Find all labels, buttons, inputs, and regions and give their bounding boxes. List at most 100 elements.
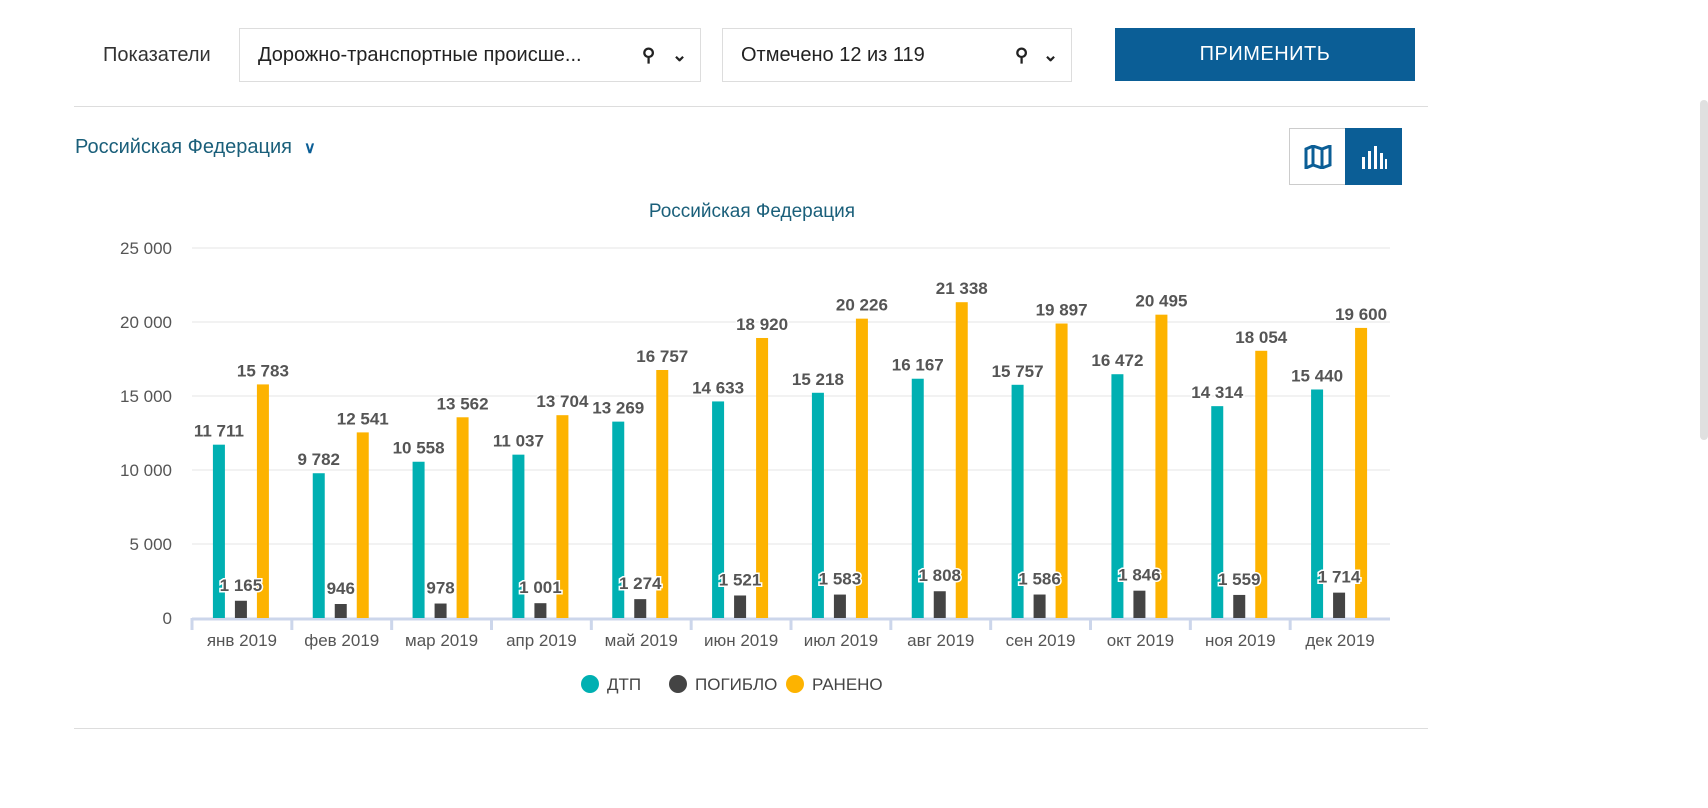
indicator-select[interactable]: Дорожно-транспортные происше... ⚲ ⌄ <box>239 28 701 82</box>
chart-title: Российская Федерация <box>649 201 855 222</box>
bar-РАНЕНО[interactable] <box>356 432 369 618</box>
data-label: 19 600 <box>1335 305 1387 324</box>
bar-ДТП[interactable] <box>412 461 425 618</box>
legend-item[interactable]: РАНЕНО <box>812 675 883 694</box>
data-label: 1 846 <box>1118 566 1161 585</box>
x-tick-label: июл 2019 <box>804 631 878 650</box>
data-label: 15 783 <box>237 361 289 380</box>
region-select[interactable]: Отмечено 12 из 119 ⚲ ⌄ <box>722 28 1072 82</box>
x-tick-label: сен 2019 <box>1006 631 1076 650</box>
data-label: 13 269 <box>592 399 644 418</box>
bar-ПОГИБЛО[interactable] <box>1033 594 1046 618</box>
bar-ДТП[interactable] <box>312 473 325 618</box>
data-label: 1 274 <box>619 574 662 593</box>
data-label: 978 <box>426 579 454 598</box>
data-label: 21 338 <box>936 279 988 298</box>
bar-РАНЕНО[interactable] <box>456 417 469 618</box>
x-tick-label: апр 2019 <box>506 631 577 650</box>
bar-РАНЕНО[interactable] <box>756 337 769 618</box>
data-label: 14 633 <box>692 378 744 397</box>
bar-РАНЕНО[interactable] <box>1055 323 1068 618</box>
data-label: 12 541 <box>337 409 389 428</box>
legend-marker <box>786 675 804 693</box>
bar-ПОГИБЛО[interactable] <box>534 603 547 618</box>
x-tick-label: окт 2019 <box>1107 631 1174 650</box>
legend-item[interactable]: ДТП <box>607 675 641 694</box>
x-tick-label: ноя 2019 <box>1205 631 1276 650</box>
search-icon[interactable]: ⚲ <box>642 44 656 65</box>
data-label: 13 562 <box>437 394 489 413</box>
data-label: 1 583 <box>819 570 862 589</box>
divider <box>74 106 1428 107</box>
x-tick-label: дек 2019 <box>1305 631 1374 650</box>
bar-ДТП[interactable] <box>1011 384 1024 618</box>
chevron-down-icon[interactable]: ⌄ <box>1043 44 1059 65</box>
y-tick-label: 0 <box>163 609 172 628</box>
data-label: 1 001 <box>519 578 562 597</box>
bar-ПОГИБЛО[interactable] <box>234 600 247 618</box>
bar-РАНЕНО[interactable] <box>656 369 669 618</box>
y-tick-label: 20 000 <box>120 313 172 332</box>
bar-ПОГИБЛО[interactable] <box>334 603 347 618</box>
data-label: 14 314 <box>1191 383 1244 402</box>
bar-РАНЕНО[interactable] <box>256 384 269 618</box>
data-label: 1 808 <box>918 566 961 585</box>
data-label: 16 167 <box>892 356 944 375</box>
bar-ПОГИБЛО[interactable] <box>833 594 846 618</box>
bar-ПОГИБЛО[interactable] <box>1333 592 1346 618</box>
chart-view-button[interactable] <box>1345 128 1402 185</box>
legend-marker <box>669 675 687 693</box>
x-tick-label: фев 2019 <box>304 631 379 650</box>
apply-button[interactable]: ПРИМЕНИТЬ <box>1115 28 1415 81</box>
y-tick-label: 15 000 <box>120 387 172 406</box>
map-icon <box>1304 144 1331 169</box>
bar-РАНЕНО[interactable] <box>855 318 868 618</box>
chevron-down-icon[interactable]: ⌄ <box>672 44 688 65</box>
y-tick-label: 5 000 <box>129 535 172 554</box>
data-label: 16 472 <box>1091 351 1143 370</box>
region-dropdown[interactable]: Российская Федерация ∨ <box>75 136 316 159</box>
data-label: 946 <box>327 579 355 598</box>
data-label: 16 757 <box>636 347 688 366</box>
bar-ПОГИБЛО[interactable] <box>1233 594 1246 618</box>
scrollbar[interactable] <box>1700 100 1708 440</box>
bar-ПОГИБЛО[interactable] <box>634 599 647 618</box>
legend-marker <box>581 675 599 693</box>
bar-ПОГИБЛО[interactable] <box>1133 590 1146 618</box>
bar-ДТП[interactable] <box>612 421 625 618</box>
data-label: 15 440 <box>1291 366 1343 385</box>
legend-item[interactable]: ПОГИБЛО <box>695 675 777 694</box>
bar-РАНЕНО[interactable] <box>1355 327 1368 618</box>
bar-ДТП[interactable] <box>712 401 725 618</box>
region-title: Российская Федерация <box>75 136 293 158</box>
divider <box>74 728 1428 729</box>
x-tick-label: май 2019 <box>605 631 678 650</box>
bar-ДТП[interactable] <box>1211 406 1224 618</box>
data-label: 18 920 <box>736 315 788 334</box>
bar-ПОГИБЛО[interactable] <box>933 591 946 618</box>
x-tick-label: авг 2019 <box>907 631 974 650</box>
y-tick-label: 10 000 <box>120 461 172 480</box>
data-label: 10 558 <box>393 439 445 458</box>
data-label: 20 226 <box>836 296 888 315</box>
bar-РАНЕНО[interactable] <box>1255 350 1268 618</box>
data-label: 18 054 <box>1235 328 1288 347</box>
bar-РАНЕНО[interactable] <box>1155 314 1168 618</box>
search-icon[interactable]: ⚲ <box>1015 44 1029 65</box>
bar-РАНЕНО[interactable] <box>955 302 968 618</box>
bar-ДТП[interactable] <box>512 454 525 618</box>
y-tick-label: 25 000 <box>120 239 172 258</box>
bar-РАНЕНО[interactable] <box>556 415 569 618</box>
data-label: 1 586 <box>1018 570 1061 589</box>
bar-ДТП[interactable] <box>811 392 824 618</box>
data-label: 11 711 <box>194 422 244 441</box>
data-label: 1 165 <box>220 576 263 595</box>
bar-ДТП[interactable] <box>1111 374 1124 618</box>
bar-ДТП[interactable] <box>212 444 225 618</box>
region-select-value: Отмечено 12 из 119 <box>741 43 925 66</box>
bar-ПОГИБЛО[interactable] <box>734 595 747 618</box>
bar-ПОГИБЛО[interactable] <box>434 603 447 618</box>
bar-ДТП[interactable] <box>1311 389 1324 618</box>
bar-ДТП[interactable] <box>911 378 924 618</box>
